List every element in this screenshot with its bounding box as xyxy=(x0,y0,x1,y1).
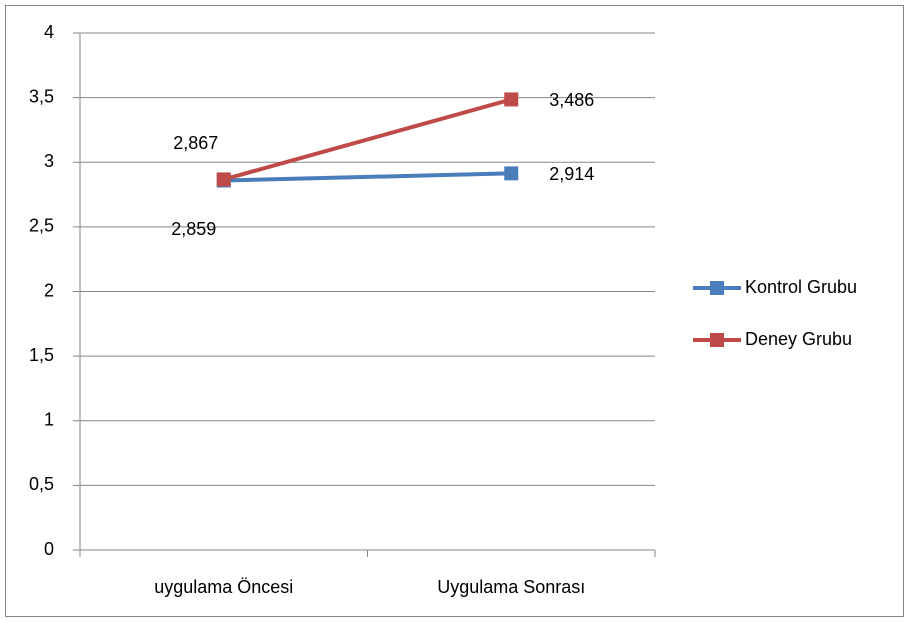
series-line xyxy=(223,171,512,183)
chart-border xyxy=(5,5,904,617)
y-tick-label: 2,5 xyxy=(29,216,54,236)
legend-label: Deney Grubu xyxy=(745,329,852,349)
x-tick-label: uygulama Öncesi xyxy=(154,577,293,597)
legend-marker xyxy=(710,281,724,295)
y-tick-label: 0 xyxy=(44,539,54,559)
data-label: 2,914 xyxy=(549,164,594,184)
data-label: 3,486 xyxy=(549,90,594,110)
y-tick-label: 0,5 xyxy=(29,474,54,494)
y-tick-label: 3,5 xyxy=(29,86,54,106)
legend-label: Kontrol Grubu xyxy=(745,277,857,297)
marker xyxy=(216,172,231,187)
y-tick-label: 1,5 xyxy=(29,345,54,365)
y-tick-label: 2 xyxy=(44,280,54,300)
legend-marker xyxy=(710,333,724,347)
series-line xyxy=(223,97,512,182)
y-tick-label: 4 xyxy=(44,22,54,42)
marker xyxy=(504,166,519,181)
marker xyxy=(504,92,519,107)
y-tick-label: 3 xyxy=(44,151,54,171)
y-tick-label: 1 xyxy=(44,410,54,430)
data-label: 2,867 xyxy=(173,133,218,153)
data-label: 2,859 xyxy=(171,219,216,239)
x-tick-label: Uygulama Sonrası xyxy=(437,577,585,597)
